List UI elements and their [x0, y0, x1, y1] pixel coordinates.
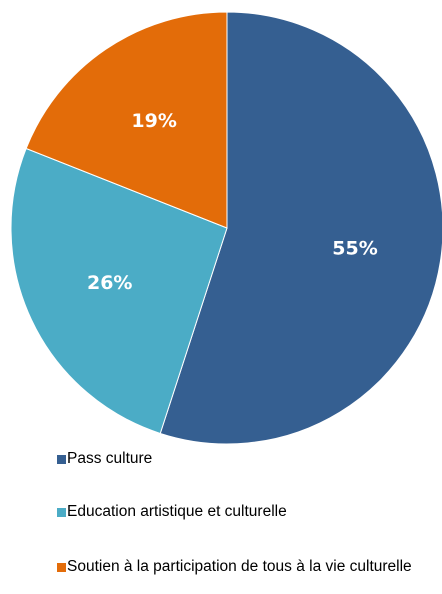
legend-label-education-artistique: Education artistique et culturelle — [67, 503, 287, 520]
data-label-pass-culture: 55% — [332, 237, 377, 259]
legend-item-soutien-participation: Soutien à la participation de tous à la … — [57, 559, 437, 575]
legend-label-soutien-participation: Soutien à la participation de tous à la … — [67, 558, 412, 575]
pie-slice-soutien-participation — [25, 11, 228, 229]
legend-swatch-pass-culture — [57, 455, 66, 464]
legend-item-education-artistique: Education artistique et culturelle — [57, 504, 437, 520]
legend-swatch-soutien-participation — [57, 563, 66, 572]
pie-slice-education-artistique — [10, 147, 228, 435]
pie-plot-area: 55% 26% 19% — [10, 11, 442, 445]
legend-item-pass-culture: Pass culture — [57, 451, 437, 467]
legend-swatch-education-artistique — [57, 508, 66, 517]
pie-slice-pass-culture — [159, 11, 442, 445]
legend-label-pass-culture: Pass culture — [67, 450, 153, 467]
data-label-education-artistique: 26% — [87, 272, 132, 294]
data-label-soutien-participation: 19% — [131, 110, 176, 132]
